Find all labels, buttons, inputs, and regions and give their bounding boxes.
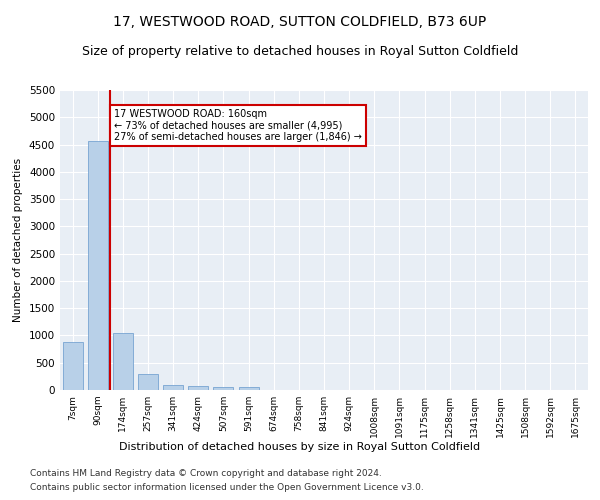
- Bar: [88, 142, 108, 390]
- Text: Contains HM Land Registry data © Crown copyright and database right 2024.: Contains HM Land Registry data © Crown c…: [30, 468, 382, 477]
- Text: 17, WESTWOOD ROAD, SUTTON COLDFIELD, B73 6UP: 17, WESTWOOD ROAD, SUTTON COLDFIELD, B73…: [113, 15, 487, 29]
- Bar: [138, 374, 158, 390]
- Bar: [214, 388, 233, 390]
- Text: Contains public sector information licensed under the Open Government Licence v3: Contains public sector information licen…: [30, 484, 424, 492]
- Y-axis label: Number of detached properties: Number of detached properties: [13, 158, 23, 322]
- Bar: [62, 342, 83, 390]
- Bar: [163, 386, 183, 390]
- Text: Size of property relative to detached houses in Royal Sutton Coldfield: Size of property relative to detached ho…: [82, 45, 518, 58]
- Text: 17 WESTWOOD ROAD: 160sqm
← 73% of detached houses are smaller (4,995)
27% of sem: 17 WESTWOOD ROAD: 160sqm ← 73% of detach…: [114, 109, 362, 142]
- Text: Distribution of detached houses by size in Royal Sutton Coldfield: Distribution of detached houses by size …: [119, 442, 481, 452]
- Bar: [239, 388, 259, 390]
- Bar: [188, 386, 208, 390]
- Bar: [113, 332, 133, 390]
